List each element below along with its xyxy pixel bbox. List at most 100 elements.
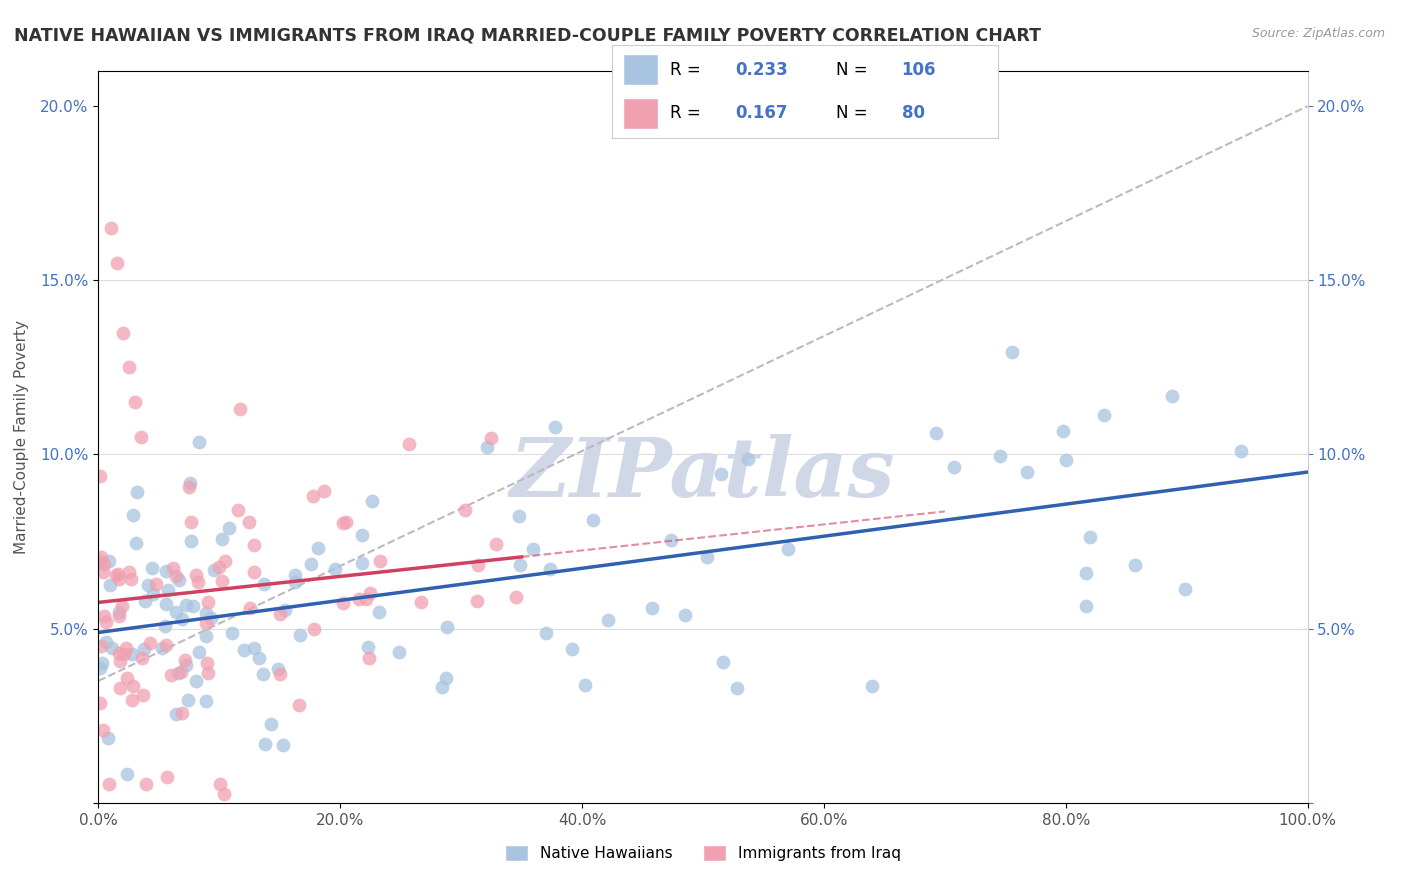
Point — [89, 661, 111, 675]
Point — [673, 607, 696, 622]
Point — [202, 563, 225, 577]
Point — [176, 692, 198, 706]
Point — [522, 542, 544, 557]
Point — [710, 467, 733, 482]
Point — [254, 738, 277, 752]
Point — [1123, 558, 1146, 573]
Point — [90, 639, 112, 653]
Point — [243, 537, 266, 551]
Point — [299, 557, 322, 571]
Point — [776, 542, 799, 557]
Point — [354, 592, 377, 607]
Point — [195, 657, 218, 671]
Point — [508, 508, 530, 523]
Point — [153, 619, 176, 633]
Point — [696, 549, 718, 564]
Text: 80: 80 — [901, 104, 925, 122]
Point — [247, 650, 270, 665]
Text: NATIVE HAWAIIAN VS IMMIGRANTS FROM IRAQ MARRIED-COUPLE FAMILY POVERTY CORRELATIO: NATIVE HAWAIIAN VS IMMIGRANTS FROM IRAQ … — [14, 27, 1040, 45]
Point — [155, 564, 177, 578]
Point — [135, 777, 157, 791]
Point — [197, 665, 219, 680]
Point — [238, 515, 260, 529]
Point — [167, 573, 190, 587]
Point — [218, 521, 240, 535]
Point — [267, 661, 290, 675]
Point — [180, 534, 202, 549]
Point — [90, 549, 112, 564]
Point — [349, 592, 371, 607]
Point — [108, 681, 131, 695]
Point — [155, 638, 177, 652]
Point — [96, 635, 118, 649]
Point — [288, 698, 311, 712]
Point — [186, 673, 208, 688]
Point — [105, 567, 128, 582]
Legend: Native Hawaiians, Immigrants from Iraq: Native Hawaiians, Immigrants from Iraq — [505, 845, 901, 861]
Point — [274, 603, 297, 617]
Point — [118, 360, 141, 375]
Point — [125, 536, 148, 550]
Point — [132, 688, 155, 702]
Point — [1074, 566, 1097, 580]
Point — [352, 527, 374, 541]
Point — [122, 679, 145, 693]
Point — [942, 459, 965, 474]
Point — [89, 555, 111, 569]
Point — [436, 671, 458, 685]
Point — [538, 562, 561, 576]
Point — [436, 620, 458, 634]
Point — [350, 556, 373, 570]
Point — [118, 565, 141, 579]
Point — [165, 706, 187, 721]
Point — [659, 533, 682, 547]
Point — [131, 651, 153, 665]
Text: ZIPatlas: ZIPatlas — [510, 434, 896, 514]
Point — [107, 566, 129, 581]
Point — [156, 582, 179, 597]
Point — [357, 651, 380, 665]
Point — [91, 723, 114, 738]
Point — [357, 640, 380, 654]
Point — [115, 640, 138, 655]
Point — [284, 575, 307, 590]
Point — [91, 657, 114, 671]
Point — [155, 770, 177, 784]
Point — [122, 508, 145, 522]
Point — [121, 647, 143, 661]
Point — [124, 395, 146, 409]
Point — [260, 717, 283, 731]
Point — [194, 616, 217, 631]
Point — [233, 643, 256, 657]
Point — [485, 537, 508, 551]
Point — [108, 653, 131, 667]
Text: 106: 106 — [901, 61, 936, 78]
Point — [304, 622, 326, 636]
Text: R =: R = — [669, 61, 700, 78]
Point — [136, 578, 159, 592]
Point — [430, 680, 453, 694]
Point — [132, 642, 155, 657]
Text: N =: N = — [835, 104, 868, 122]
Point — [1001, 345, 1024, 359]
Point — [1015, 465, 1038, 479]
Point — [307, 541, 329, 556]
Point — [97, 731, 120, 745]
Point — [200, 611, 222, 625]
Point — [187, 574, 209, 589]
Point — [228, 402, 250, 417]
Point — [271, 738, 294, 752]
Point — [179, 475, 201, 490]
Point — [91, 565, 114, 579]
Point — [332, 596, 354, 610]
Point — [105, 256, 128, 270]
Point — [93, 609, 115, 624]
Point — [596, 613, 619, 627]
FancyBboxPatch shape — [623, 54, 658, 85]
Point — [101, 640, 124, 655]
Point — [1092, 409, 1115, 423]
Point — [1230, 444, 1253, 458]
Point — [641, 601, 664, 615]
Point — [388, 645, 411, 659]
Point — [186, 568, 208, 582]
